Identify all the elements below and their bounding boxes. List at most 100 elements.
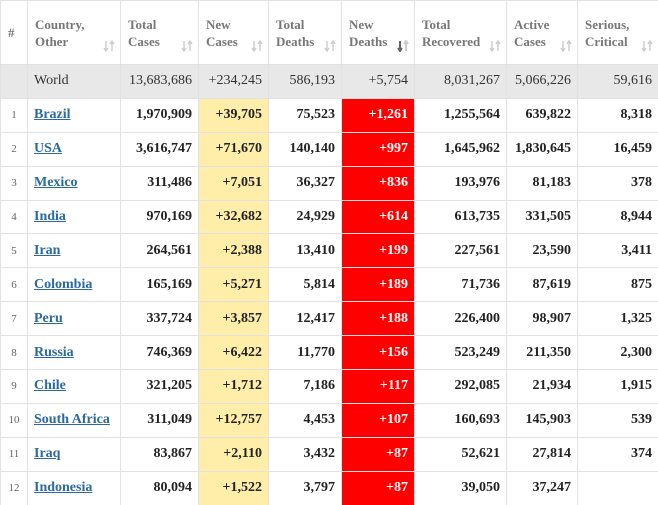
- column-header[interactable]: Total Deaths: [268, 0, 342, 65]
- cell: Brazil: [27, 97, 121, 133]
- cell: 9: [0, 369, 28, 404]
- cell: 311,486: [120, 165, 199, 201]
- sort-icon: [641, 40, 653, 52]
- cell: 12,417: [268, 301, 342, 337]
- cell: +188: [341, 301, 415, 337]
- cell: 3,432: [268, 436, 342, 472]
- cell: 21,934: [506, 369, 578, 404]
- cell: 875: [577, 267, 658, 303]
- cell: 331,505: [506, 199, 578, 235]
- column-header[interactable]: New Deaths: [341, 0, 415, 65]
- cell: 8,031,267: [414, 64, 507, 99]
- header-text: Total: [128, 16, 157, 32]
- column-header[interactable]: New Cases: [198, 0, 269, 65]
- cell: 3,616,747: [120, 131, 199, 167]
- cell: 8: [0, 335, 28, 371]
- cell: +32,682: [198, 199, 269, 235]
- sort-icon: [324, 40, 336, 52]
- country-link[interactable]: Indonesia: [34, 480, 93, 496]
- cell: Iran: [27, 233, 121, 269]
- country-link[interactable]: Peru: [34, 310, 63, 326]
- cell: 523,249: [414, 335, 507, 371]
- cell: 87,619: [506, 267, 578, 303]
- cell: +117: [341, 369, 415, 404]
- cell: 5: [0, 233, 28, 269]
- country-row: 9 Chile 321,205 +1,712 7,186 +117 292,085 21,93…: [0, 369, 658, 404]
- cell: 23,590: [506, 233, 578, 269]
- header-text: Deaths: [349, 33, 388, 49]
- cell: 4,453: [268, 402, 342, 438]
- cell: 586,193: [268, 64, 342, 99]
- column-header[interactable]: Active Cases: [506, 0, 578, 65]
- cell: 7: [0, 301, 28, 337]
- cell: 59,616: [577, 64, 658, 99]
- cell: +2,388: [198, 233, 269, 269]
- cell: +1,261: [341, 97, 415, 133]
- cell: 1,915: [577, 369, 658, 404]
- country-link[interactable]: USA: [34, 141, 63, 157]
- country-link[interactable]: Chile: [34, 378, 66, 394]
- cell: 211,350: [506, 335, 578, 371]
- cell: +1,522: [198, 470, 269, 505]
- header-text: #: [8, 25, 15, 40]
- cell: +1,712: [198, 369, 269, 404]
- cell: 5,814: [268, 267, 342, 303]
- header-text: Recovered: [422, 33, 481, 49]
- cell: South Africa: [27, 402, 121, 438]
- header-text: Cases: [206, 33, 238, 49]
- cell: +2,110: [198, 436, 269, 472]
- country-link[interactable]: Colombia: [34, 276, 93, 292]
- header-text: New: [206, 16, 231, 32]
- cell: 1,645,962: [414, 131, 507, 167]
- cell: 10: [0, 402, 28, 438]
- cell: +6,422: [198, 335, 269, 371]
- country-row: 10 South Africa 311,049 +12,757 4,453 +107 160…: [0, 402, 658, 438]
- cell: 226,400: [414, 301, 507, 337]
- cell: 98,907: [506, 301, 578, 337]
- country-link[interactable]: Iraq: [34, 446, 61, 462]
- header-text: Critical: [585, 33, 628, 49]
- column-header[interactable]: Total Cases: [120, 0, 199, 65]
- header-text: Total: [276, 16, 305, 32]
- cell: 3,411: [577, 233, 658, 269]
- cell: 2,300: [577, 335, 658, 371]
- cell: 374: [577, 436, 658, 472]
- country-link[interactable]: Iran: [34, 242, 61, 258]
- cell: +5,271: [198, 267, 269, 303]
- table-body: World 13,683,686 +234,245 586,193 +5,754 8,03…: [0, 64, 658, 505]
- cell: 165,169: [120, 267, 199, 303]
- cell: World: [27, 64, 121, 99]
- column-header[interactable]: Total Recovered: [414, 0, 507, 65]
- cell: +836: [341, 165, 415, 201]
- country-link[interactable]: Brazil: [34, 107, 71, 123]
- cell: 337,724: [120, 301, 199, 337]
- cell: 264,561: [120, 233, 199, 269]
- cell: 970,169: [120, 199, 199, 235]
- cell: 80,094: [120, 470, 199, 505]
- country-row: 6 Colombia 165,169 +5,271 5,814 +189 71,736 87,…: [0, 267, 658, 303]
- column-header[interactable]: Country, Other: [27, 0, 121, 65]
- column-header[interactable]: Serious, Critical: [577, 0, 658, 65]
- cell: 1: [0, 97, 28, 133]
- sort-icon: [181, 40, 193, 52]
- cell: 13,683,686: [120, 64, 199, 99]
- cell: 81,183: [506, 165, 578, 201]
- cell: 3,797: [268, 470, 342, 505]
- country-link[interactable]: South Africa: [34, 412, 110, 428]
- cell: 321,205: [120, 369, 199, 404]
- country-link[interactable]: Mexico: [34, 175, 78, 191]
- cell: 378: [577, 165, 658, 201]
- cell: 71,736: [414, 267, 507, 303]
- cell: Indonesia: [27, 470, 121, 505]
- cell: Iraq: [27, 436, 121, 472]
- cell: 292,085: [414, 369, 507, 404]
- country-row: 12 Indonesia 80,094 +1,522 3,797 +87 39,050 37,…: [0, 470, 658, 505]
- country-row: 11 Iraq 83,867 +2,110 3,432 +87 52,621 27,814 37…: [0, 436, 658, 472]
- cell: 12: [0, 470, 28, 505]
- country-row: 3 Mexico 311,486 +7,051 36,327 +836 193,976 81,…: [0, 165, 658, 201]
- country-link[interactable]: India: [34, 209, 66, 224]
- country-link[interactable]: Russia: [34, 344, 74, 360]
- cell: 16,459: [577, 131, 658, 167]
